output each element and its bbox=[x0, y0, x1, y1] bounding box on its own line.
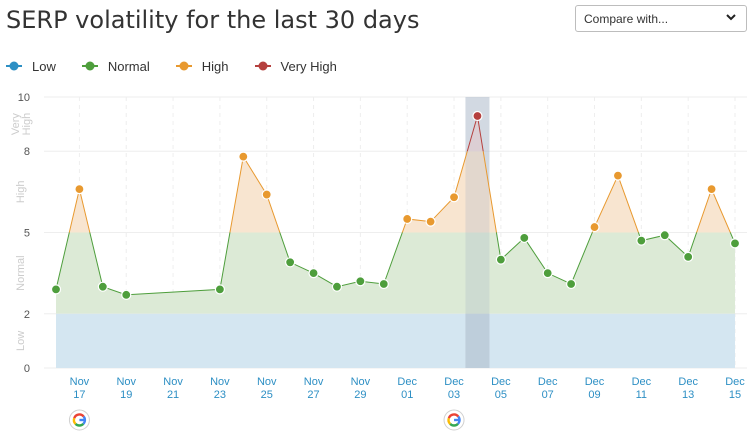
highlight-column-overlay bbox=[465, 97, 490, 368]
data-point bbox=[636, 235, 647, 246]
y-tick-label: 0 bbox=[24, 363, 30, 375]
x-tick-day: 21 bbox=[167, 389, 179, 401]
zone-label: Normal bbox=[15, 255, 27, 290]
very-high-zone-area bbox=[467, 115, 484, 152]
x-tick-month: Dec bbox=[632, 376, 652, 388]
x-tick-day: 29 bbox=[354, 389, 366, 401]
x-tick-month: Nov bbox=[163, 376, 183, 388]
data-point bbox=[472, 110, 483, 122]
x-tick-day: 01 bbox=[401, 389, 413, 401]
data-point bbox=[261, 189, 272, 200]
x-tick-day: 27 bbox=[307, 389, 319, 401]
page-title: SERP volatility for the last 30 days bbox=[6, 6, 420, 34]
data-point bbox=[542, 268, 553, 279]
data-point bbox=[50, 284, 62, 295]
data-point bbox=[402, 213, 413, 225]
x-tick-month: Dec bbox=[538, 376, 558, 388]
data-point bbox=[683, 251, 694, 262]
zone-label: High bbox=[15, 181, 27, 204]
data-point bbox=[74, 184, 85, 195]
x-tick-day: 09 bbox=[588, 389, 600, 401]
y-tick-label: 2 bbox=[24, 309, 30, 321]
legend-item-very-high[interactable]: Very High bbox=[254, 58, 337, 74]
y-tick-label: 8 bbox=[24, 146, 30, 158]
x-tick-month: Dec bbox=[491, 376, 511, 388]
legend-item-low[interactable]: Low bbox=[6, 58, 56, 74]
legend-label: High bbox=[201, 58, 229, 74]
data-point bbox=[519, 232, 530, 244]
x-tick-day: 05 bbox=[495, 389, 507, 401]
data-point bbox=[331, 281, 343, 292]
data-point bbox=[97, 281, 108, 292]
y-tick-label: 5 bbox=[24, 228, 30, 240]
x-tick-month: Nov bbox=[304, 376, 324, 388]
normal-zone-area bbox=[56, 232, 735, 314]
data-point bbox=[214, 284, 225, 295]
data-point bbox=[378, 278, 389, 290]
data-point bbox=[612, 170, 624, 181]
x-tick-month: Nov bbox=[257, 376, 277, 388]
x-tick-month: Nov bbox=[210, 376, 230, 388]
legend-item-high[interactable]: High bbox=[175, 58, 229, 74]
data-point bbox=[238, 151, 249, 162]
data-point bbox=[659, 230, 670, 241]
series-line-normal bbox=[55, 232, 736, 296]
x-tick-day: 11 bbox=[636, 389, 647, 401]
data-point bbox=[495, 254, 506, 265]
x-tick-day: 07 bbox=[542, 389, 554, 401]
x-tick-month: Dec bbox=[397, 376, 417, 388]
x-tick-month: Dec bbox=[678, 376, 698, 388]
data-point bbox=[589, 221, 600, 233]
x-tick-day: 03 bbox=[448, 389, 460, 401]
data-point bbox=[425, 216, 436, 227]
y-tick-label: 10 bbox=[18, 92, 30, 104]
x-tick-day: 17 bbox=[73, 389, 85, 401]
compare-with-dropdown[interactable]: Compare with... bbox=[575, 5, 747, 32]
zone-label: VeryHigh bbox=[10, 113, 33, 136]
legend-item-normal[interactable]: Normal bbox=[81, 58, 150, 74]
x-tick-day: 23 bbox=[214, 389, 226, 401]
google-update-icon[interactable] bbox=[443, 409, 465, 431]
x-tick-month: Nov bbox=[116, 376, 136, 388]
legend-label: Low bbox=[32, 58, 56, 74]
chevron-down-icon bbox=[726, 14, 736, 21]
legend-swatch-icon bbox=[175, 61, 192, 71]
data-point bbox=[355, 276, 366, 287]
data-point bbox=[706, 184, 717, 195]
compare-with-label: Compare with... bbox=[584, 11, 669, 26]
x-tick-day: 13 bbox=[682, 389, 694, 401]
chart-legend: Low Normal High Very High bbox=[6, 58, 363, 74]
legend-swatch-icon bbox=[6, 61, 22, 71]
high-zone-area bbox=[69, 151, 731, 233]
data-point bbox=[729, 238, 741, 249]
data-point bbox=[448, 192, 460, 203]
x-tick-month: Nov bbox=[351, 376, 371, 388]
data-point bbox=[566, 278, 577, 290]
x-tick-month: Dec bbox=[444, 376, 464, 388]
legend-swatch-icon bbox=[81, 61, 98, 71]
legend-swatch-icon bbox=[254, 61, 271, 71]
legend-label: Normal bbox=[107, 58, 150, 74]
x-tick-day: 25 bbox=[261, 389, 273, 401]
data-point bbox=[121, 289, 132, 300]
zone-label: Low bbox=[15, 331, 27, 351]
data-point bbox=[308, 268, 319, 279]
x-tick-month: Dec bbox=[725, 376, 745, 388]
x-tick-month: Dec bbox=[585, 376, 605, 388]
low-zone-band bbox=[56, 313, 735, 368]
x-tick-day: 19 bbox=[120, 389, 132, 401]
x-tick-month: Nov bbox=[70, 376, 90, 388]
legend-label: Very High bbox=[280, 58, 337, 74]
x-tick-day: 15 bbox=[729, 389, 741, 401]
data-point bbox=[285, 257, 296, 268]
google-update-icon[interactable] bbox=[68, 409, 90, 431]
